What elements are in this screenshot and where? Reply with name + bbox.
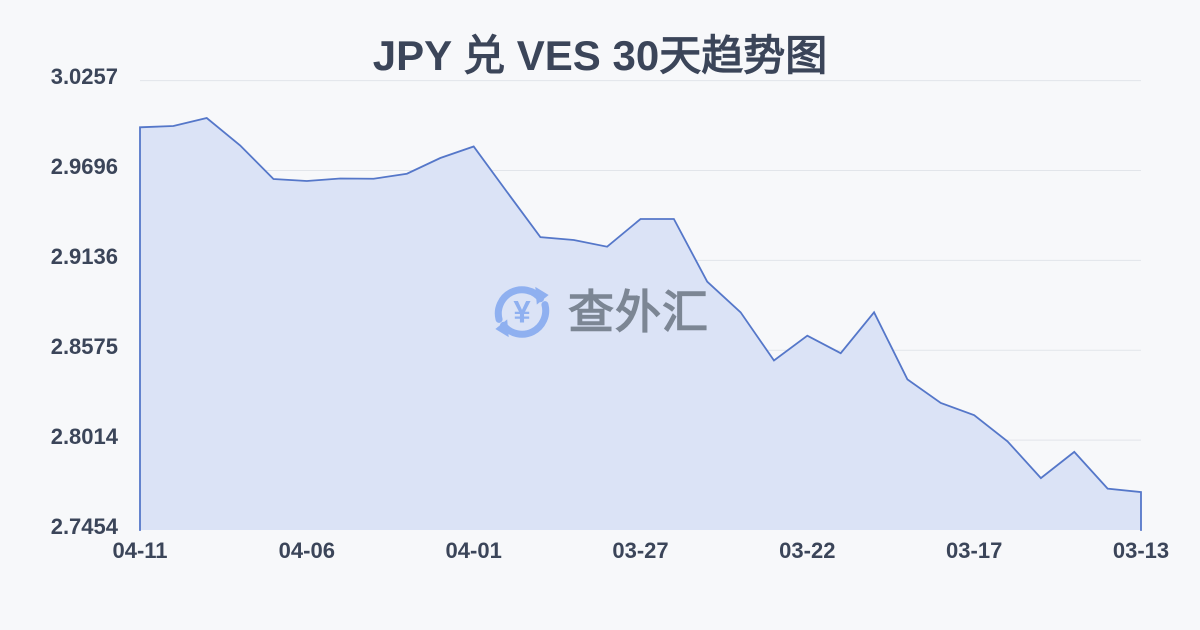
svg-text:¥: ¥	[513, 294, 531, 329]
